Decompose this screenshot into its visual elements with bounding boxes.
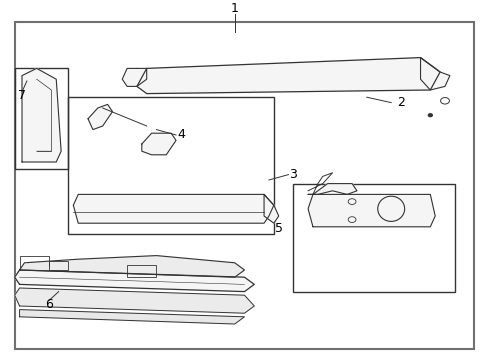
Text: 6: 6 [45,298,53,311]
Bar [293,184,454,292]
Bar [127,265,156,277]
Text: 7: 7 [18,89,26,102]
Circle shape [427,114,431,117]
Polygon shape [137,58,439,94]
Polygon shape [15,288,254,313]
Polygon shape [73,194,273,223]
Polygon shape [142,133,176,155]
Bar [15,68,68,169]
Bar [49,261,68,270]
Polygon shape [307,194,434,227]
Text: 4: 4 [177,129,184,141]
Text: 5: 5 [274,222,282,235]
Polygon shape [20,256,244,277]
Polygon shape [88,104,112,130]
Polygon shape [420,58,449,90]
Polygon shape [15,270,254,292]
Polygon shape [264,194,278,223]
Polygon shape [122,68,146,86]
Text: 3: 3 [289,168,297,181]
Polygon shape [20,310,244,324]
Polygon shape [22,68,61,162]
Bar [68,97,273,234]
Polygon shape [307,184,356,194]
Text: 1: 1 [230,3,238,15]
Text: 2: 2 [396,96,404,109]
